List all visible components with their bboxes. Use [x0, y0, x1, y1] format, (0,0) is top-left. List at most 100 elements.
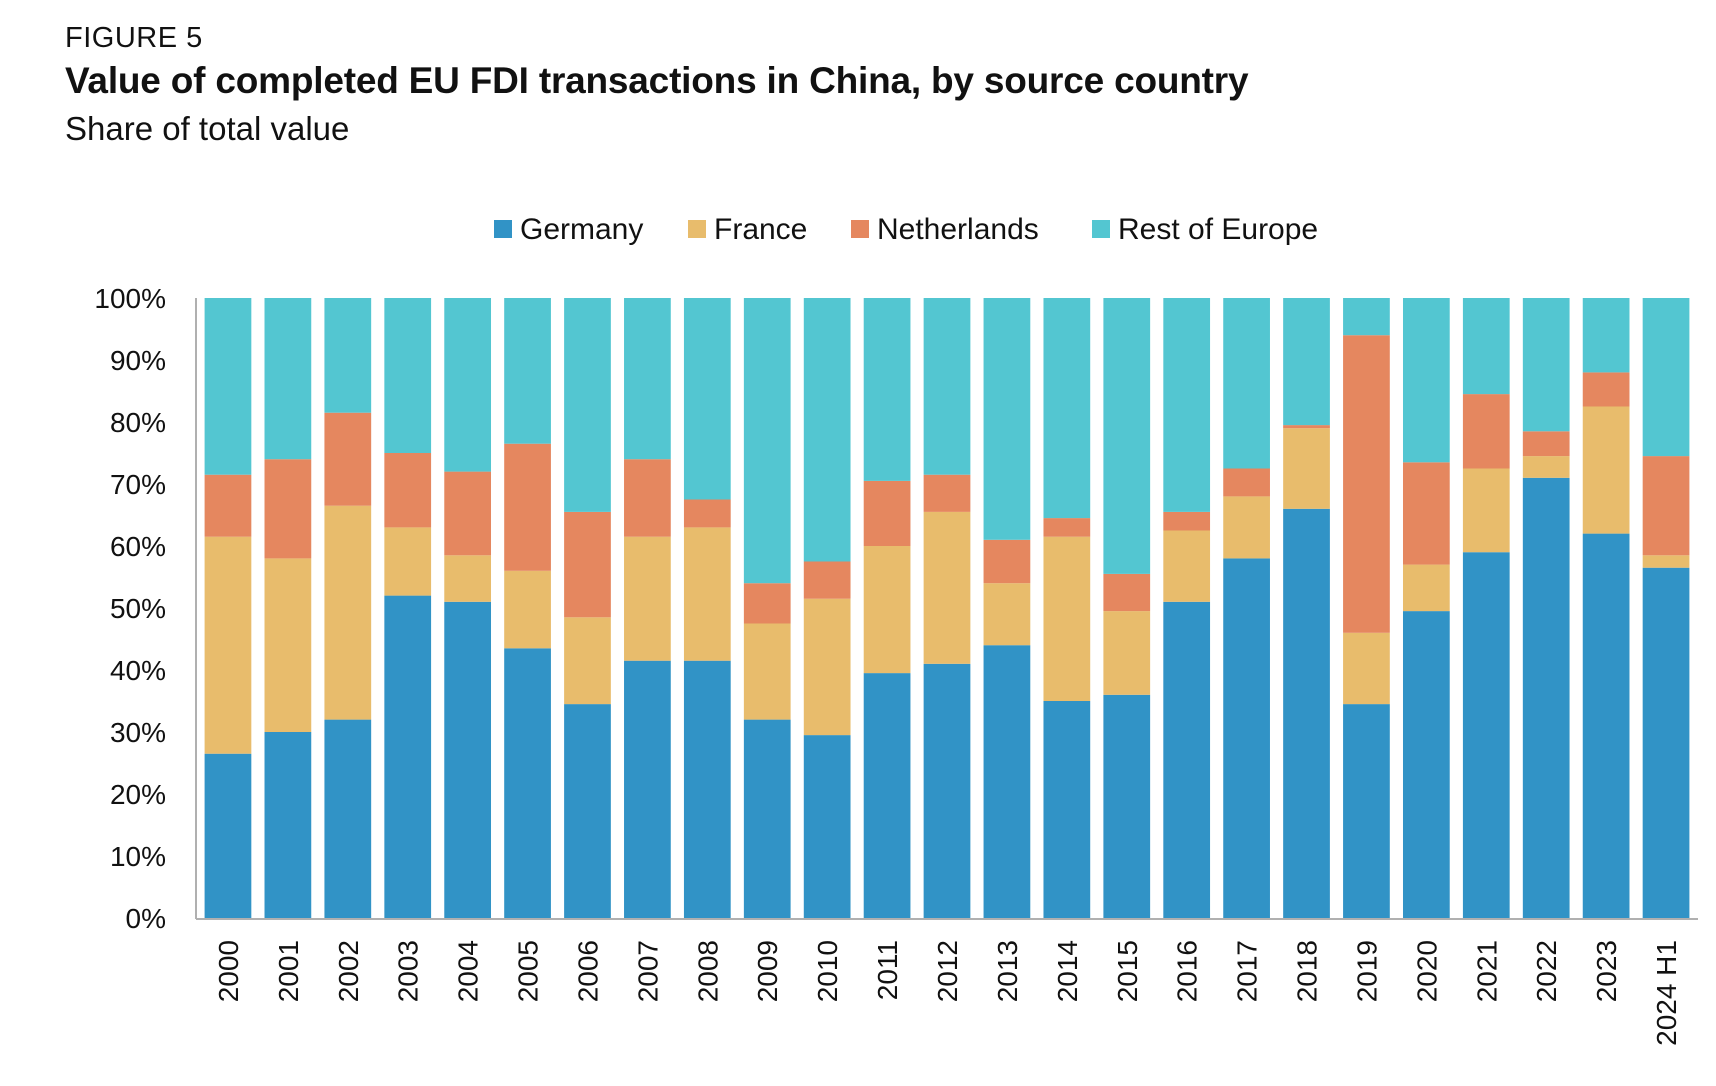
- bar-segment-france: [743, 623, 791, 720]
- bar-segment-france: [384, 527, 432, 596]
- bar-segment-france: [324, 505, 372, 720]
- bar-segment-rest-of-europe: [1343, 298, 1390, 336]
- bar-segment-rest-of-europe: [1582, 298, 1630, 373]
- bar-segment-germany: [1103, 694, 1151, 918]
- bar-segment-germany: [1223, 558, 1270, 918]
- legend-label: Rest of Europe: [1118, 213, 1318, 246]
- legend-label: France: [714, 213, 807, 246]
- bar-segment-netherlands: [683, 499, 731, 528]
- bar-segment-netherlands: [324, 412, 372, 506]
- bar-segment-rest-of-europe: [1402, 298, 1450, 463]
- bar-segment-france: [1402, 564, 1450, 612]
- bar-segment-france: [264, 558, 312, 732]
- legend-label: Netherlands: [877, 213, 1039, 246]
- bar-segment-germany: [1402, 611, 1450, 918]
- y-tick-label: 100%: [94, 283, 166, 314]
- bar-segment-netherlands: [983, 539, 1031, 584]
- legend-swatch: [688, 220, 706, 238]
- bar-segment-france: [1522, 456, 1570, 478]
- x-tick-label: 2016: [1172, 940, 1203, 1002]
- bar-segment-netherlands: [1223, 468, 1270, 497]
- bar-segment-netherlands: [204, 474, 252, 537]
- bar-segment-germany: [923, 663, 971, 918]
- bar-segment-rest-of-europe: [1283, 298, 1330, 426]
- bar-segment-germany: [1043, 701, 1091, 918]
- bar-segment-rest-of-europe: [1462, 298, 1510, 395]
- bar-segment-germany: [683, 660, 731, 918]
- bar-segment-germany: [564, 704, 611, 918]
- bar-segment-netherlands: [1283, 425, 1330, 429]
- bar-segment-germany: [1522, 477, 1570, 918]
- legend-swatch: [494, 220, 512, 238]
- bar-segment-germany: [743, 719, 791, 918]
- bar-segment-rest-of-europe: [1103, 298, 1151, 574]
- bar-segment-rest-of-europe: [264, 298, 312, 460]
- x-tick-label: 2007: [632, 940, 663, 1002]
- bar-segment-france: [1582, 406, 1630, 534]
- bar-segment-germany: [264, 732, 312, 918]
- bar-segment-germany: [1462, 552, 1510, 918]
- bar-segment-france: [1642, 555, 1690, 568]
- bar-segment-france: [1283, 428, 1330, 509]
- bar-segment-rest-of-europe: [564, 298, 611, 512]
- bar-segment-germany: [504, 648, 551, 918]
- bar-segment-france: [923, 511, 971, 664]
- x-tick-label: 2022: [1531, 940, 1562, 1002]
- bar-segment-rest-of-europe: [204, 298, 252, 475]
- y-tick-label: 10%: [110, 841, 166, 872]
- bar-segment-rest-of-europe: [923, 298, 971, 475]
- x-tick-label: 2001: [273, 940, 304, 1002]
- bar-segment-germany: [1343, 704, 1390, 918]
- bar-segment-france: [863, 546, 911, 674]
- bar-segment-netherlands: [1462, 394, 1510, 469]
- y-tick-label: 20%: [110, 779, 166, 810]
- bar-segment-france: [1103, 611, 1151, 695]
- x-tick-label: 2005: [513, 940, 544, 1002]
- x-tick-label: 2023: [1591, 940, 1622, 1002]
- bar-segment-france: [1462, 468, 1510, 553]
- bar-segment-rest-of-europe: [504, 298, 551, 444]
- bar-segment-netherlands: [1343, 335, 1390, 633]
- x-tick-label: 2017: [1232, 940, 1263, 1002]
- bar-segment-rest-of-europe: [863, 298, 911, 481]
- y-tick-label: 90%: [110, 345, 166, 376]
- bar-segment-netherlands: [624, 459, 671, 537]
- chart-subtitle: Share of total value: [65, 110, 350, 147]
- x-tick-label: 2012: [932, 940, 963, 1002]
- bar-segment-rest-of-europe: [683, 298, 731, 500]
- bar-segment-germany: [983, 645, 1031, 918]
- bar-segment-netherlands: [1163, 511, 1211, 531]
- bar-segment-netherlands: [863, 480, 911, 546]
- y-tick-label: 40%: [110, 655, 166, 686]
- y-tick-label: 50%: [110, 593, 166, 624]
- bar-segment-france: [1343, 632, 1390, 705]
- bar-segment-france: [624, 536, 671, 661]
- x-tick-label: 2013: [992, 940, 1023, 1002]
- y-tick-label: 30%: [110, 717, 166, 748]
- x-tick-label: 2006: [572, 940, 603, 1002]
- bar-segment-rest-of-europe: [743, 298, 791, 584]
- bar-segment-germany: [1642, 567, 1690, 918]
- x-tick-label: 2014: [1052, 940, 1083, 1002]
- legend-label: Germany: [520, 213, 643, 246]
- x-tick-label: 2024 H1: [1651, 940, 1682, 1046]
- chart-title: Value of completed EU FDI transactions i…: [65, 60, 1249, 101]
- x-tick-label: 2008: [692, 940, 723, 1002]
- bar-segment-rest-of-europe: [983, 298, 1031, 540]
- bar-segment-netherlands: [504, 443, 551, 571]
- x-tick-label: 2000: [213, 940, 244, 1002]
- bar-segment-germany: [624, 660, 671, 918]
- bar-segment-france: [983, 583, 1031, 646]
- bar-segment-rest-of-europe: [1043, 298, 1091, 519]
- x-tick-label: 2004: [453, 940, 484, 1002]
- y-tick-label: 0%: [126, 903, 166, 934]
- bar-segment-netherlands: [1642, 456, 1690, 556]
- bar-segment-netherlands: [1522, 431, 1570, 457]
- bar-segment-germany: [863, 673, 911, 918]
- x-tick-label: 2020: [1411, 940, 1442, 1002]
- bar-segment-france: [204, 536, 252, 754]
- bar-segment-netherlands: [264, 459, 312, 559]
- x-tick-label: 2011: [872, 940, 903, 1000]
- bar-segment-rest-of-europe: [803, 298, 851, 562]
